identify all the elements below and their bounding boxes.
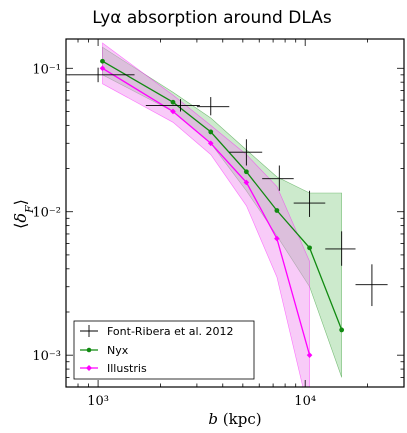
chart-title: Lyα absorption around DLAs bbox=[92, 8, 332, 28]
legend-label-font-ribera: Font-Ribera et al. 2012 bbox=[107, 325, 234, 338]
legend-label-nyx: Nyx bbox=[107, 344, 129, 357]
legend: Font-Ribera et al. 2012 Nyx Illustris bbox=[73, 320, 255, 380]
x-tick-label-1: 10⁴ bbox=[294, 394, 316, 409]
axis-ticks: 10³ 10⁴ 10⁻³ 10⁻² 10⁻¹ bbox=[32, 39, 405, 409]
point-illustris-2 bbox=[207, 140, 214, 147]
y-tick-label-2: 10⁻¹ bbox=[32, 62, 61, 77]
x-axis-label: b (kpc) bbox=[208, 410, 261, 428]
legend-label-illustris: Illustris bbox=[107, 362, 147, 375]
y-tick-label-0: 10⁻³ bbox=[32, 349, 61, 364]
series-markers bbox=[99, 58, 345, 358]
point-nyx-0 bbox=[100, 58, 105, 64]
point-nyx-2 bbox=[208, 129, 214, 135]
x-tick-label-0: 10³ bbox=[87, 394, 109, 409]
y-tick-label-1: 10⁻² bbox=[32, 206, 61, 221]
plot-frame bbox=[65, 38, 405, 388]
point-nyx-6 bbox=[339, 327, 345, 333]
y-axis-label: ⟨δF⟩ bbox=[11, 199, 36, 229]
legend-entry-illustris: Illustris bbox=[80, 362, 147, 375]
band-illustris bbox=[102, 42, 310, 387]
point-nyx-3 bbox=[243, 169, 249, 175]
point-illustris-1 bbox=[170, 108, 176, 115]
point-nyx-1 bbox=[170, 99, 176, 105]
point-nyx-5 bbox=[307, 245, 312, 251]
point-nyx-4 bbox=[274, 208, 280, 213]
legend-box bbox=[73, 320, 255, 380]
legend-entry-nyx: Nyx bbox=[80, 344, 129, 357]
point-illustris-5 bbox=[306, 352, 313, 358]
point-illustris-4 bbox=[274, 235, 280, 242]
legend-entry-font-ribera: Font-Ribera et al. 2012 bbox=[80, 325, 234, 338]
point-illustris-0 bbox=[99, 65, 106, 72]
line-illustris bbox=[102, 67, 311, 356]
point-illustris-3 bbox=[243, 179, 250, 186]
error-bars bbox=[68, 67, 388, 307]
